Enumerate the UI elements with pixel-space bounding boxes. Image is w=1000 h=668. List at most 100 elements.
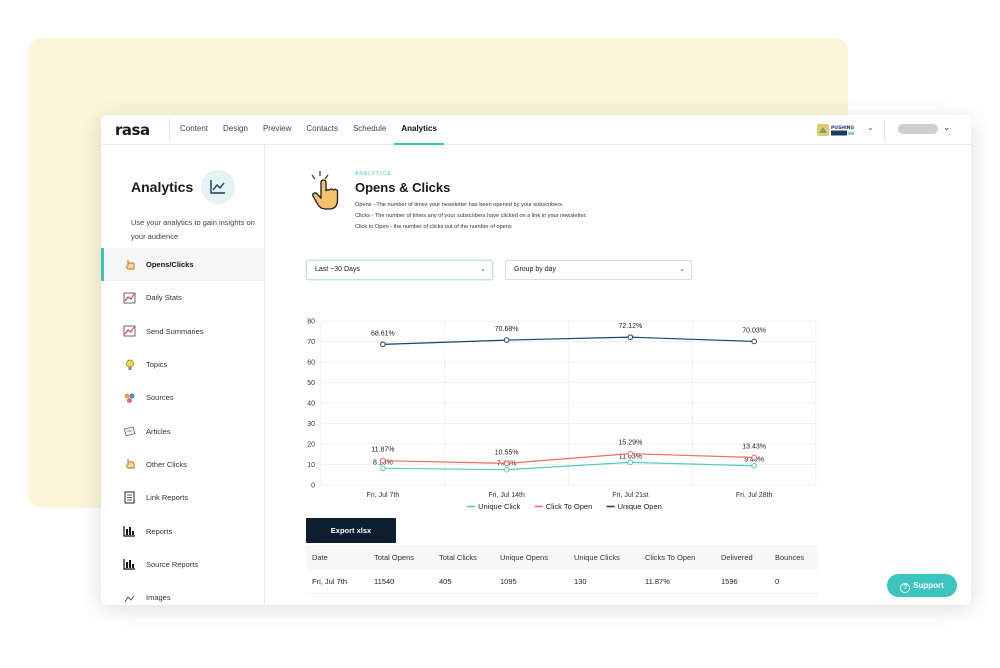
sidebar-item-label: Opens/Clicks bbox=[146, 260, 194, 270]
y-tick-label: 80 bbox=[307, 319, 315, 326]
group-by-select[interactable]: Group by day ⌄ bbox=[505, 260, 692, 280]
column-header[interactable]: Total Clicks bbox=[439, 553, 477, 562]
y-tick-label: 10 bbox=[307, 462, 315, 469]
x-tick-label: Fri, Jul 7th bbox=[367, 492, 400, 499]
nav-tabs: Content Design Preview Contacts Schedule… bbox=[173, 115, 445, 145]
column-header[interactable]: Delivered bbox=[721, 553, 753, 562]
data-label: 13.43% bbox=[742, 443, 766, 450]
sidebar-item-send-summaries[interactable]: Send Summaries bbox=[101, 315, 264, 348]
series-line bbox=[382, 461, 755, 471]
chevron-down-icon: ⌄ bbox=[480, 266, 486, 273]
date-range-select[interactable]: Last ~30 Days ⌄ bbox=[306, 260, 493, 280]
data-point bbox=[380, 457, 386, 464]
user-chevron-down-icon[interactable]: ⌄ bbox=[943, 122, 951, 132]
tab-contacts[interactable]: Contacts bbox=[306, 124, 338, 133]
sidebar-item-label: Send Summaries bbox=[146, 326, 204, 336]
sidebar-item-link-reports[interactable]: Link Reports bbox=[101, 481, 264, 514]
data-label: 11.03% bbox=[619, 453, 642, 460]
column-header[interactable]: Unique Clicks bbox=[574, 553, 620, 562]
main-content: ANALYTICS Opens & Clicks Opens - The num… bbox=[266, 145, 971, 605]
legend-entry: Click To Open bbox=[546, 502, 593, 511]
sidebar-item-sources[interactable]: Sources bbox=[101, 381, 264, 414]
series-line bbox=[382, 453, 755, 464]
top-nav: rasa Content Design Preview Contacts Sch… bbox=[101, 115, 971, 145]
user-divider bbox=[884, 119, 885, 141]
tab-schedule[interactable]: Schedule bbox=[352, 124, 387, 133]
data-point bbox=[503, 337, 510, 343]
data-label: 11.87% bbox=[371, 447, 394, 454]
y-tick-label: 60 bbox=[307, 360, 315, 367]
sidebar-item-daily-stats[interactable]: Daily Stats bbox=[101, 281, 264, 314]
column-header[interactable]: Total Opens bbox=[374, 553, 415, 562]
help-icon: ? bbox=[900, 583, 911, 593]
brand-logo-text: PUSHING bbox=[831, 125, 854, 131]
table-cell: 1095 bbox=[500, 577, 517, 586]
sidebar-item-label: Link Reports bbox=[146, 493, 189, 503]
x-tick-label: Fri, Jul 14th bbox=[488, 492, 525, 499]
data-label: 15.29% bbox=[619, 440, 643, 447]
sidebar-item-label: Daily Stats bbox=[146, 293, 182, 303]
sources-icon bbox=[123, 391, 136, 404]
y-tick-label: 40 bbox=[307, 401, 315, 408]
data-label: 10.55% bbox=[495, 449, 519, 456]
data-point bbox=[751, 454, 757, 461]
table-cell: 130 bbox=[574, 577, 587, 586]
user-name-placeholder[interactable] bbox=[898, 124, 938, 134]
sidebar-item-articles[interactable]: Articles bbox=[101, 414, 264, 447]
tab-preview[interactable]: Preview bbox=[262, 124, 292, 133]
click-to-open-description: Click to Open - the number of clicks out… bbox=[355, 224, 512, 230]
bar-chart-icon bbox=[123, 525, 136, 538]
sidebar-item-label: Articles bbox=[146, 426, 171, 436]
column-header[interactable]: Date bbox=[312, 553, 328, 562]
tab-analytics[interactable]: Analytics bbox=[394, 115, 444, 145]
y-tick-label: 70 bbox=[307, 339, 315, 346]
legend-entry: Unique Click bbox=[478, 502, 520, 511]
export-xlsx-button[interactable]: Export xlsx bbox=[306, 518, 396, 543]
data-point bbox=[503, 460, 510, 467]
data-point bbox=[627, 450, 634, 457]
table-header: Date Total Opens Total Clicks Unique Ope… bbox=[306, 545, 818, 570]
sidebar: Analytics Use your analytics to gain ins… bbox=[101, 145, 265, 605]
sidebar-item-images[interactable]: Images bbox=[101, 581, 264, 605]
sidebar-item-label: Images bbox=[146, 593, 171, 603]
sidebar-item-topics[interactable]: Topics bbox=[101, 348, 264, 381]
column-header[interactable]: Unique Opens bbox=[500, 553, 548, 562]
opens-description: Opens - The number of times your newslet… bbox=[355, 202, 564, 208]
line-chart-icon bbox=[123, 325, 136, 338]
y-tick-label: 0 bbox=[311, 483, 315, 490]
sidebar-item-other-clicks[interactable]: Other Clicks bbox=[101, 448, 264, 481]
sidebar-description: Use your analytics to gain insights on y… bbox=[131, 218, 255, 241]
data-label: 72.12% bbox=[619, 323, 643, 330]
y-tick-label: 30 bbox=[307, 421, 315, 428]
group-by-value: Group by day bbox=[514, 266, 557, 273]
logo-divider bbox=[169, 119, 170, 141]
table-cell: 11540 bbox=[374, 577, 395, 586]
data-point bbox=[627, 334, 634, 340]
sidebar-item-source-reports[interactable]: Source Reports bbox=[101, 548, 264, 581]
table-cell: 11.87% bbox=[645, 577, 670, 586]
sidebar-item-opens-clicks[interactable]: Opens/Clicks bbox=[101, 248, 264, 282]
column-header[interactable]: Bounces bbox=[775, 553, 805, 562]
data-point bbox=[503, 466, 510, 473]
column-header[interactable]: Clicks To Open bbox=[645, 553, 696, 562]
data-point bbox=[627, 459, 634, 466]
support-label: Support bbox=[913, 581, 944, 590]
legend-entry: Unique Open bbox=[618, 502, 662, 511]
tab-design[interactable]: Design bbox=[223, 124, 248, 133]
support-button[interactable]: ? Support bbox=[887, 574, 957, 597]
image-icon bbox=[123, 591, 136, 604]
series-line bbox=[382, 336, 755, 345]
page-title: Opens & Clicks bbox=[355, 180, 451, 195]
x-tick-label: Fri, Jul 21st bbox=[612, 492, 648, 499]
rasa-logo[interactable]: rasa bbox=[115, 121, 150, 139]
sidebar-item-reports[interactable]: Reports bbox=[101, 514, 264, 547]
y-tick-label: 20 bbox=[307, 442, 315, 449]
brand-chevron-down-icon[interactable]: ⌄ bbox=[867, 123, 874, 132]
clicks-description: Clicks - The number of times any of your… bbox=[355, 213, 587, 219]
table-cell: 1596 bbox=[721, 577, 738, 586]
date-range-value: Last ~30 Days bbox=[315, 266, 360, 273]
brand-logo[interactable]: PUSHING bbox=[816, 121, 856, 139]
data-point bbox=[380, 341, 386, 348]
sidebar-item-label: Topics bbox=[146, 360, 168, 370]
tab-content[interactable]: Content bbox=[180, 124, 209, 133]
